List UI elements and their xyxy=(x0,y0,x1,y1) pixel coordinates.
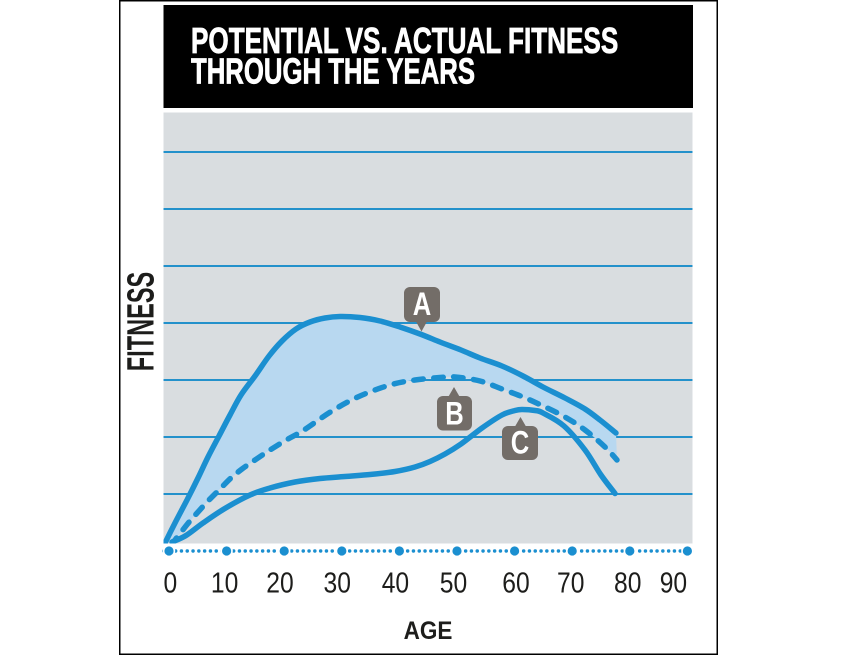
svg-text:30: 30 xyxy=(323,567,350,599)
svg-text:80: 80 xyxy=(614,567,641,599)
svg-text:AGE: AGE xyxy=(404,617,453,645)
svg-text:10: 10 xyxy=(211,567,238,599)
svg-text:POTENTIAL VS. ACTUAL FITNESS: POTENTIAL VS. ACTUAL FITNESS xyxy=(191,21,618,61)
svg-text:20: 20 xyxy=(266,567,293,599)
svg-text:FITNESS: FITNESS xyxy=(119,272,162,371)
svg-text:90: 90 xyxy=(660,567,687,599)
svg-text:50: 50 xyxy=(440,567,467,599)
svg-text:70: 70 xyxy=(557,567,584,599)
svg-text:C: C xyxy=(511,426,530,461)
svg-text:A: A xyxy=(413,287,432,322)
svg-text:40: 40 xyxy=(382,567,409,599)
svg-text:60: 60 xyxy=(502,567,529,599)
svg-text:B: B xyxy=(445,397,463,432)
svg-text:0: 0 xyxy=(164,567,178,599)
svg-text:THROUGH THE YEARS: THROUGH THE YEARS xyxy=(191,51,475,91)
